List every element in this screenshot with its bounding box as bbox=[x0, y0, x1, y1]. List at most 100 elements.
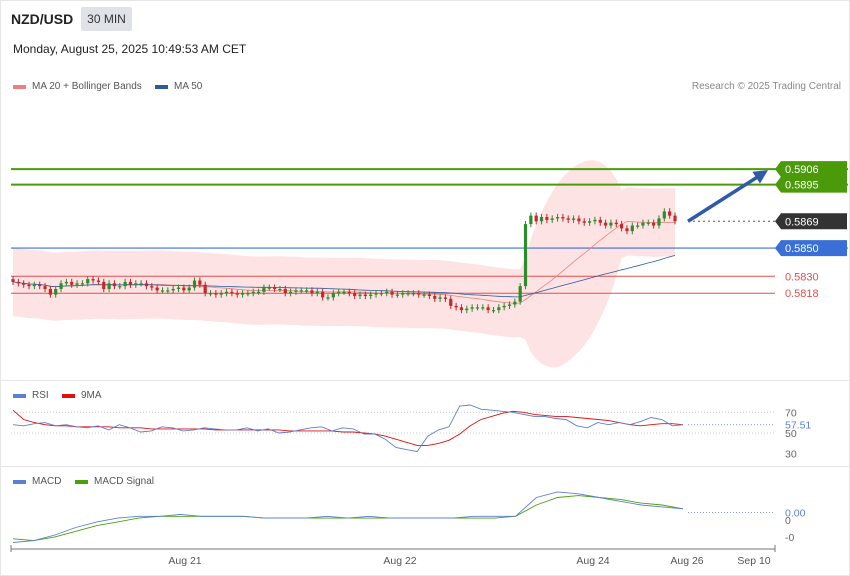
candle-body bbox=[454, 305, 458, 308]
candle-body bbox=[102, 281, 106, 289]
rsi-ma-line bbox=[12, 409, 684, 446]
candle-body bbox=[539, 217, 544, 222]
candle-body bbox=[96, 280, 101, 282]
candle-body bbox=[224, 291, 229, 294]
candle-body bbox=[668, 211, 672, 216]
candle-body bbox=[64, 281, 68, 284]
price-tag-0.5869 bbox=[775, 213, 847, 230]
candle-body bbox=[657, 218, 661, 226]
research-credit: Research © 2025 Trading Central bbox=[691, 81, 841, 92]
candle-body bbox=[513, 301, 517, 305]
candle-body bbox=[609, 222, 613, 226]
candle-body bbox=[171, 288, 175, 291]
time-tick-Sep-10: Sep 10 bbox=[737, 555, 770, 567]
timeframe-button[interactable]: 30 MIN bbox=[81, 7, 132, 31]
candle-body bbox=[630, 225, 634, 232]
pane-divider-rsi bbox=[0, 380, 850, 381]
candle-body bbox=[118, 286, 122, 288]
candle-body bbox=[459, 307, 464, 311]
candle-body bbox=[310, 290, 314, 294]
rsi-current-value: 57.51 bbox=[785, 420, 811, 432]
candle-body bbox=[614, 222, 618, 225]
price-label-0.5830: 0.5830 bbox=[785, 271, 819, 283]
rsi-line bbox=[12, 404, 684, 453]
macd-signal-swatch bbox=[75, 479, 88, 484]
candle-body bbox=[54, 288, 58, 295]
candle-body bbox=[305, 290, 309, 292]
candle-body bbox=[401, 293, 405, 295]
candle-body bbox=[326, 297, 330, 299]
candle-body bbox=[347, 291, 351, 294]
candle-body bbox=[422, 294, 426, 296]
candle-body bbox=[662, 211, 666, 219]
candle-body bbox=[363, 294, 367, 297]
candle-body bbox=[267, 287, 271, 289]
candle-body bbox=[80, 283, 85, 285]
rsi-tick-50: 50 bbox=[785, 428, 797, 440]
candle-body bbox=[427, 294, 432, 297]
candle-body bbox=[577, 218, 581, 222]
candle-body bbox=[337, 291, 341, 294]
candle-body bbox=[652, 222, 656, 226]
candle-body bbox=[86, 279, 90, 284]
candle-body bbox=[240, 293, 245, 295]
price-tag-text-0.5850: 0.5850 bbox=[785, 243, 819, 255]
legend-rsi-ma: 9MA bbox=[62, 390, 102, 401]
legend-macd-signal: MACD Signal bbox=[75, 476, 154, 487]
candle-body bbox=[294, 290, 298, 292]
candle-body bbox=[123, 281, 127, 287]
time-tick-Aug-22: Aug 22 bbox=[383, 555, 416, 567]
candle-body bbox=[166, 290, 170, 292]
candle-body bbox=[299, 290, 303, 292]
candle-body bbox=[256, 291, 261, 293]
candle-body bbox=[230, 291, 234, 294]
candle-body bbox=[523, 224, 528, 287]
candle-body bbox=[587, 221, 592, 223]
candle-body bbox=[379, 293, 383, 295]
candle-body bbox=[32, 284, 36, 287]
candle-body bbox=[673, 215, 677, 222]
candle-body bbox=[107, 283, 111, 289]
price-tag-text-0.5869: 0.5869 bbox=[785, 216, 819, 228]
candle-body bbox=[598, 219, 602, 223]
candle-body bbox=[529, 215, 533, 225]
time-tick-Aug-24: Aug 24 bbox=[576, 555, 609, 567]
candle-body bbox=[48, 288, 52, 295]
candle-body bbox=[246, 293, 250, 295]
candle-body bbox=[315, 291, 319, 294]
candle-body bbox=[636, 225, 640, 227]
candle-body bbox=[182, 287, 186, 291]
legend-rsi: RSI bbox=[13, 390, 49, 401]
price-tag-0.5850 bbox=[775, 240, 847, 257]
legend-macd-label: MACD bbox=[32, 476, 62, 487]
price-tag-0.5895 bbox=[775, 176, 847, 193]
candle-body bbox=[497, 307, 501, 311]
candle-body bbox=[235, 293, 239, 295]
candle-body bbox=[134, 283, 138, 285]
candle-body bbox=[187, 287, 191, 291]
legend-ma50-label: MA 50 bbox=[174, 81, 203, 92]
legend-ma20: MA 20 + Bollinger Bands bbox=[13, 81, 142, 92]
candle-body bbox=[620, 224, 624, 229]
legend-ma50: MA 50 bbox=[155, 81, 202, 92]
macd-tick-neg: -0 bbox=[785, 532, 794, 544]
candle-body bbox=[395, 294, 399, 296]
rsi-tick-30: 30 bbox=[785, 449, 797, 461]
forecast-arrow-head bbox=[752, 170, 768, 184]
candle-body bbox=[289, 291, 293, 294]
timestamp: Monday, August 25, 2025 10:49:53 AM CET bbox=[13, 42, 247, 56]
legend-rsi-label: RSI bbox=[32, 390, 49, 401]
price-tag-0.5906 bbox=[775, 161, 847, 178]
candle-body bbox=[283, 288, 287, 294]
candle-body bbox=[251, 291, 255, 294]
candle-body bbox=[470, 307, 474, 309]
candle-body bbox=[603, 222, 608, 226]
candle-body bbox=[507, 304, 512, 306]
candle-body bbox=[443, 297, 448, 299]
price-tag-text-0.5906: 0.5906 bbox=[785, 164, 819, 176]
candle-body bbox=[582, 221, 586, 223]
candle-body bbox=[192, 280, 197, 288]
macd-tick-zero: 0 bbox=[785, 515, 791, 527]
forecast-arrow-shaft bbox=[687, 172, 763, 223]
